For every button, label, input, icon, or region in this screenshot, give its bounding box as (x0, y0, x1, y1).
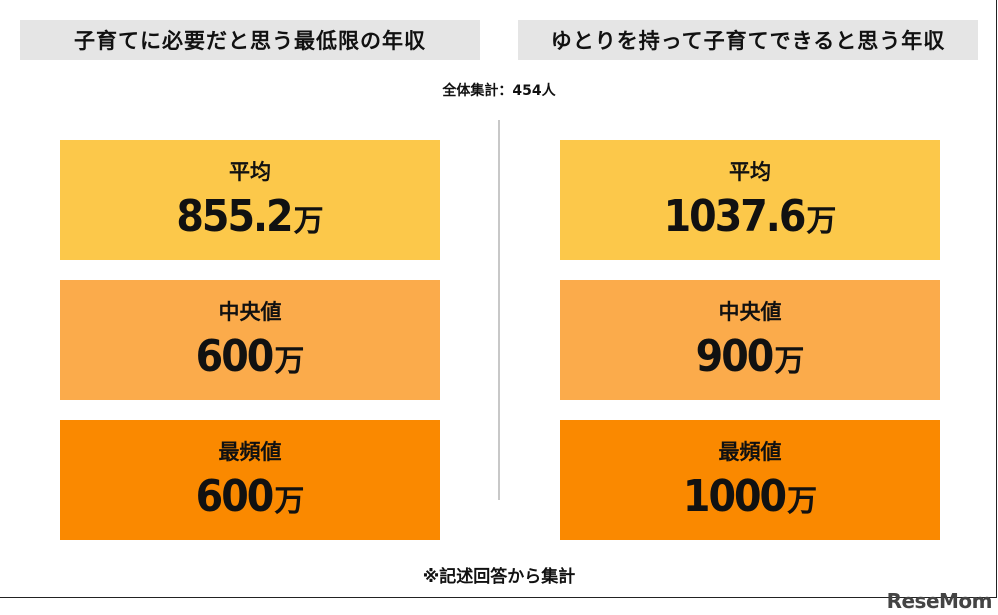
right-column-title: ゆとりを持って子育てできると思う年収 (518, 20, 978, 60)
figure-frame (0, 0, 997, 598)
left-mode-card: 最頻値 600 万 (60, 420, 440, 540)
total-respondents: 全体集計：454人 (442, 83, 556, 99)
left-median-card: 中央値 600 万 (60, 280, 440, 400)
card-unit: 万 (274, 483, 305, 519)
card-number: 1000 (682, 470, 787, 522)
card-label: 中央値 (718, 299, 782, 324)
card-number: 900 (695, 330, 775, 382)
card-value: 900 万 (695, 330, 805, 382)
card-value: 1000 万 (682, 470, 818, 522)
card-unit: 万 (293, 203, 324, 239)
card-value: 600 万 (195, 470, 305, 522)
right-mode-card: 最頻値 1000 万 (560, 420, 940, 540)
card-label: 中央値 (218, 299, 282, 324)
card-number: 600 (195, 470, 275, 522)
card-unit: 万 (806, 203, 837, 239)
card-label: 最頻値 (718, 439, 782, 464)
column-divider (498, 120, 500, 500)
resemom-logo: ReseMom (886, 589, 993, 613)
card-label: 最頻値 (218, 439, 282, 464)
left-column-title: 子育てに必要だと思う最低限の年収 (20, 20, 480, 60)
card-unit: 万 (274, 343, 305, 379)
right-median-card: 中央値 900 万 (560, 280, 940, 400)
card-label: 平均 (229, 159, 271, 184)
left-average-card: 平均 855.2 万 (60, 140, 440, 260)
card-unit: 万 (774, 343, 805, 379)
card-value: 1037.6 万 (663, 190, 837, 242)
card-value: 600 万 (195, 330, 305, 382)
card-value: 855.2 万 (176, 190, 324, 242)
card-unit: 万 (787, 483, 818, 519)
right-average-card: 平均 1037.6 万 (560, 140, 940, 260)
card-number: 1037.6 (663, 190, 807, 242)
card-label: 平均 (729, 159, 771, 184)
footnote: ※記述回答から集計 (422, 567, 576, 587)
card-number: 855.2 (176, 190, 293, 242)
card-number: 600 (195, 330, 275, 382)
